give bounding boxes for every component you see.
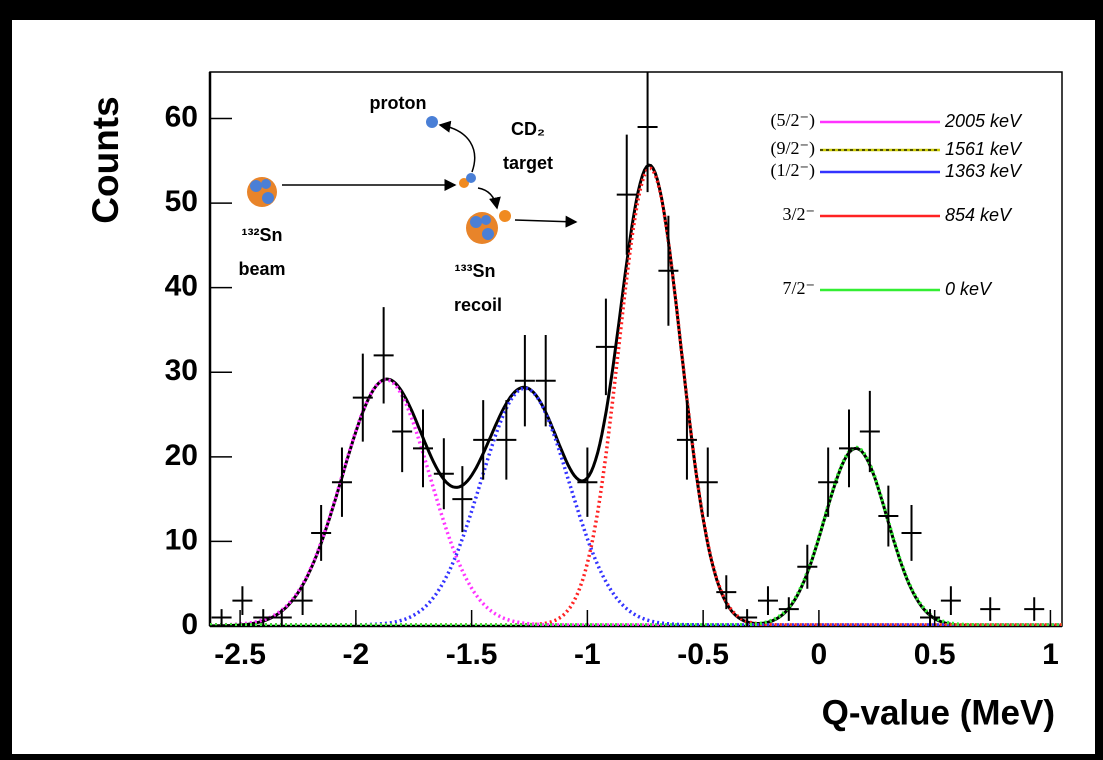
annotation: proton bbox=[370, 93, 427, 113]
annotation: CD₂ bbox=[511, 119, 545, 139]
reaction-diagram: proton CD₂ target ¹³²Sn beam ¹³³Sn recoi… bbox=[238, 93, 578, 315]
legend-spin: (5/2⁻) bbox=[771, 110, 816, 131]
y-tick-label: 10 bbox=[165, 523, 198, 556]
deuteron-proton bbox=[466, 173, 476, 183]
data-point bbox=[452, 466, 473, 533]
x-tick-label: 0 bbox=[811, 638, 828, 671]
nucleus-133sn bbox=[466, 212, 498, 244]
x-axis-title: Q-value (MeV) bbox=[822, 693, 1055, 732]
y-tick-label: 30 bbox=[165, 354, 198, 387]
legend-energy: 2005 keV bbox=[944, 111, 1023, 131]
data-point bbox=[676, 400, 697, 480]
transfer-arrow bbox=[477, 187, 501, 210]
data-point bbox=[311, 505, 332, 561]
data-point bbox=[352, 353, 373, 442]
data-point bbox=[514, 335, 535, 427]
legend-energy: 0 keV bbox=[945, 279, 993, 299]
background bbox=[12, 20, 1095, 754]
data-point bbox=[818, 447, 839, 517]
fit-component-curve bbox=[210, 445, 1062, 626]
annotation: ¹³²Sn bbox=[242, 225, 283, 245]
data-point bbox=[1024, 597, 1045, 621]
y-axis-title: Counts bbox=[85, 96, 126, 223]
data-point bbox=[473, 400, 494, 480]
data-point bbox=[535, 335, 556, 427]
x-tick-label: -0.5 bbox=[677, 638, 729, 671]
y-tick-label: 60 bbox=[165, 100, 198, 133]
data-point bbox=[757, 586, 778, 616]
annotation: target bbox=[503, 153, 553, 173]
data-point bbox=[211, 609, 232, 626]
proton-ball bbox=[426, 116, 438, 128]
data-point bbox=[373, 307, 394, 404]
data-point bbox=[577, 447, 598, 517]
data-point bbox=[980, 597, 1001, 621]
legend-spin: 7/2⁻ bbox=[782, 278, 815, 298]
data-point bbox=[433, 438, 454, 510]
x-tick-label: -1.5 bbox=[446, 638, 498, 671]
annotation: ¹³³Sn bbox=[455, 261, 496, 281]
x-tick-label: 0.5 bbox=[914, 638, 956, 671]
data-point bbox=[839, 409, 859, 488]
data-point bbox=[392, 390, 413, 473]
y-tick-label: 50 bbox=[165, 185, 198, 218]
data-point bbox=[697, 447, 718, 517]
data-point bbox=[232, 586, 253, 616]
annotation: recoil bbox=[454, 295, 502, 315]
x-tick-label: -2.5 bbox=[214, 638, 266, 671]
data-point bbox=[616, 134, 637, 255]
data-point bbox=[331, 447, 352, 517]
x-tick-label: -1 bbox=[574, 638, 601, 671]
data-point bbox=[901, 505, 922, 561]
data-point bbox=[859, 390, 880, 473]
x-tick-label: 1 bbox=[1042, 638, 1059, 671]
legend-spin: (9/2⁻) bbox=[771, 138, 816, 159]
data-point bbox=[253, 609, 274, 626]
data-point bbox=[778, 597, 799, 621]
data-point bbox=[737, 609, 758, 626]
data-point bbox=[797, 544, 818, 589]
legend-spin: 3/2⁻ bbox=[782, 204, 815, 224]
annotation: beam bbox=[238, 259, 285, 279]
legend-energy: 1561 keV bbox=[945, 139, 1023, 159]
data-point bbox=[595, 298, 616, 396]
data-point bbox=[637, 72, 658, 193]
legend-spin: (1/2⁻) bbox=[771, 160, 816, 181]
data-point bbox=[413, 409, 433, 488]
y-tick-label: 20 bbox=[165, 439, 198, 472]
data-point bbox=[716, 575, 737, 610]
data-point bbox=[496, 400, 517, 480]
data-point bbox=[271, 609, 292, 626]
recoil-arrow bbox=[514, 215, 578, 228]
legend-energy: 854 keV bbox=[945, 205, 1013, 225]
data-point bbox=[940, 586, 961, 616]
data-point bbox=[292, 586, 313, 616]
legend-energy: 1363 keV bbox=[945, 161, 1023, 181]
x-tick-label: -2 bbox=[343, 638, 370, 671]
y-tick-label: 0 bbox=[181, 608, 198, 641]
y-tick-label: 40 bbox=[165, 270, 198, 303]
proton-arrow bbox=[438, 120, 476, 173]
data-point bbox=[658, 215, 679, 326]
plot-area bbox=[210, 72, 1062, 626]
data-point bbox=[878, 485, 899, 547]
deuteron-neutron bbox=[459, 178, 469, 188]
data-point bbox=[920, 609, 941, 626]
